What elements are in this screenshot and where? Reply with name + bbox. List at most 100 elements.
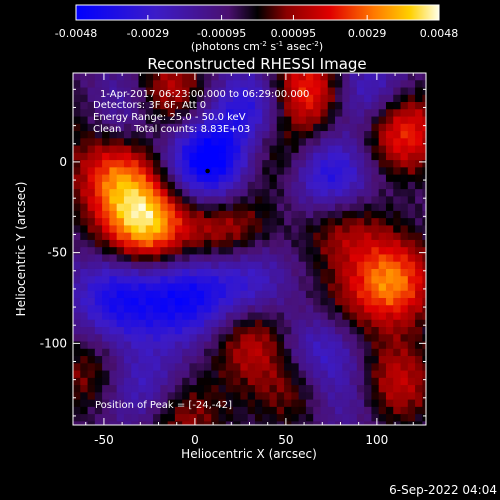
heatmap-cell xyxy=(276,348,285,357)
heatmap-cell xyxy=(233,232,241,241)
heatmap-cell xyxy=(327,174,336,183)
heatmap-cell xyxy=(269,232,278,241)
heatmap-cell xyxy=(407,225,416,234)
heatmap-cell xyxy=(262,239,271,248)
heatmap-cell xyxy=(320,305,329,314)
heatmap-cell xyxy=(123,247,132,255)
heatmap-cell xyxy=(218,181,227,190)
heatmap-cell xyxy=(320,145,329,154)
heatmap-cell xyxy=(196,406,205,415)
heatmap-cell xyxy=(276,109,285,118)
heatmap-cell xyxy=(415,174,423,183)
heatmap-cell xyxy=(364,363,372,372)
heatmap-cell xyxy=(254,399,263,408)
heatmap-cell xyxy=(123,305,132,314)
heatmap-cell xyxy=(123,370,132,379)
heatmap-cell xyxy=(131,377,140,386)
heatmap-cell xyxy=(116,356,125,364)
heatmap-cell xyxy=(145,94,154,103)
heatmap-cell xyxy=(182,399,190,408)
heatmap-cell xyxy=(196,341,205,350)
heatmap-cell xyxy=(204,160,212,168)
heatmap-cell xyxy=(291,94,300,103)
heatmap-cell xyxy=(335,131,343,139)
heatmap-cell xyxy=(218,377,227,386)
heatmap-cell xyxy=(145,392,154,401)
heatmap-cell xyxy=(247,327,256,335)
heatmap-cell xyxy=(364,297,372,306)
heatmap-cell xyxy=(233,268,241,277)
heatmap-cell xyxy=(80,152,89,161)
heatmap-cell xyxy=(269,406,278,415)
heatmap-cell xyxy=(182,268,190,277)
heatmap-cell xyxy=(102,210,110,219)
heatmap-cell xyxy=(378,305,387,314)
heatmap-cell xyxy=(298,87,307,96)
heatmap-cell xyxy=(73,327,81,335)
heatmap-cell xyxy=(138,319,147,328)
heatmap-cell xyxy=(131,414,140,422)
heatmap-cell xyxy=(364,181,372,190)
heatmap-cell xyxy=(204,218,212,226)
heatmap-cell xyxy=(240,327,249,335)
heatmap-cell xyxy=(415,356,423,364)
heatmap-cell xyxy=(167,102,176,110)
heatmap-cell xyxy=(254,348,263,357)
heatmap-cell xyxy=(291,334,300,343)
heatmap-cell xyxy=(422,356,427,364)
heatmap-cell xyxy=(94,239,103,248)
heatmap-cell xyxy=(364,131,372,139)
heatmap-cell xyxy=(415,145,423,154)
heatmap-cell xyxy=(182,203,190,212)
heatmap-cell xyxy=(189,297,198,306)
heatmap-cell xyxy=(218,109,227,118)
heatmap-cell xyxy=(364,80,372,89)
heatmap-cell xyxy=(131,123,140,132)
heatmap-cell xyxy=(349,290,358,299)
heatmap-cell xyxy=(233,87,241,96)
heatmap-cell xyxy=(87,239,96,248)
heatmap-cell xyxy=(189,152,198,161)
heatmap-cell xyxy=(80,203,89,212)
heatmap-cell xyxy=(254,152,263,161)
heatmap-cell xyxy=(138,145,147,154)
heatmap-cell xyxy=(407,232,416,241)
heatmap-cell xyxy=(291,356,300,364)
heatmap-cell xyxy=(102,247,110,255)
heatmap-cell xyxy=(393,225,402,234)
heatmap-cell xyxy=(342,247,351,255)
heatmap-cell xyxy=(131,276,140,284)
heatmap-cell xyxy=(167,73,176,81)
heatmap-cell xyxy=(291,145,300,154)
heatmap-cell xyxy=(131,261,140,270)
heatmap-cell xyxy=(160,189,169,197)
heatmap-cell xyxy=(422,247,427,255)
heatmap-cell xyxy=(284,356,292,364)
heatmap-cell xyxy=(349,247,358,255)
heatmap-cell xyxy=(182,348,190,357)
heatmap-cell xyxy=(123,348,132,357)
heatmap-cell xyxy=(349,276,358,284)
heatmap-cell xyxy=(342,87,351,96)
heatmap-cell xyxy=(182,109,190,118)
heatmap-cell xyxy=(225,174,234,183)
heatmap-cell xyxy=(240,225,249,234)
heatmap-cell xyxy=(356,414,365,422)
heatmap-cell xyxy=(167,356,176,364)
heatmap-cell xyxy=(342,254,351,263)
heatmap-cell xyxy=(218,225,227,234)
heatmap-cell xyxy=(254,116,263,125)
heatmap-cell xyxy=(73,254,81,263)
heatmap-cell xyxy=(262,276,271,284)
heatmap-cell xyxy=(145,160,154,168)
heatmap-cell xyxy=(356,327,365,335)
heatmap-cell xyxy=(327,87,336,96)
heatmap-cell xyxy=(204,348,212,357)
x-tick-label: 50 xyxy=(278,433,293,447)
heatmap-cell xyxy=(400,87,409,96)
heatmap-cell xyxy=(305,334,314,343)
heatmap-cell xyxy=(174,363,183,372)
heatmap-cell xyxy=(320,399,329,408)
heatmap-cell xyxy=(342,385,351,393)
colorbar-tick-label: 0.0048 xyxy=(420,27,459,40)
